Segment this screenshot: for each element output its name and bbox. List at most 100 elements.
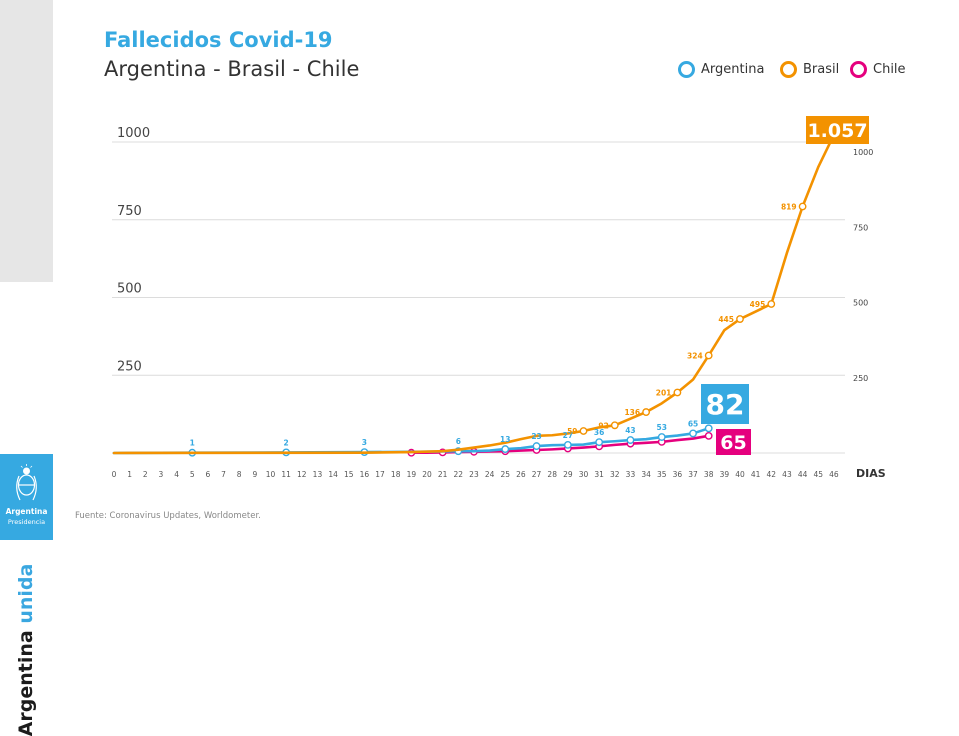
data-label-argentina: 36: [594, 428, 604, 437]
x-tick-label: 10: [266, 470, 276, 479]
sidebar-panel: [0, 0, 53, 282]
x-tick-label: 28: [547, 470, 557, 479]
data-label-brasil: 136: [624, 408, 640, 417]
y-tick-label-right: 750: [853, 223, 868, 232]
x-tick-label: 5: [190, 470, 195, 479]
x-tick-label: 15: [344, 470, 354, 479]
x-tick-label: 41: [751, 470, 761, 479]
legend-item-argentina: Argentina: [678, 60, 764, 78]
logo-subtitle: Presidencia: [7, 518, 46, 526]
x-tick-label: 18: [391, 470, 401, 479]
data-label-brasil: 201: [656, 388, 672, 397]
data-point-argentina: [501, 445, 510, 453]
x-tick-label: 13: [313, 470, 323, 479]
data-label-argentina: 53: [657, 423, 667, 432]
x-tick-label: 17: [375, 470, 385, 479]
data-label-brasil: 324: [687, 351, 703, 360]
data-point-argentina: [532, 442, 541, 450]
legend-marker-argentina: [678, 60, 695, 78]
x-tick-label: 21: [438, 470, 448, 479]
x-tick-label: 24: [485, 470, 495, 479]
x-tick-label: 8: [237, 470, 242, 479]
argentina-coat-of-arms-icon: [16, 464, 37, 501]
data-label-brasil: 819: [781, 202, 797, 211]
x-tick-label: 29: [563, 470, 573, 479]
data-point-brasil: [579, 427, 588, 435]
x-tick-label: 38: [704, 470, 714, 479]
logo-org-name: Argentina: [5, 507, 48, 516]
data-point-brasil: [673, 388, 682, 397]
data-point-argentina: [563, 440, 572, 449]
x-tick-label: 9: [252, 470, 257, 479]
x-tick-label: 33: [626, 470, 636, 479]
brand-word-unida: unida: [15, 563, 37, 624]
x-tick-label: 3: [159, 470, 164, 479]
x-tick-label: 11: [281, 470, 291, 479]
x-tick-label: 1: [127, 470, 132, 479]
y-tick-label-left: 750: [117, 204, 142, 219]
x-axis-label: DIAS: [856, 467, 886, 480]
legend-item-chile: Chile: [850, 60, 906, 78]
legend-label-chile: Chile: [873, 61, 906, 77]
final-value-box-brasil: [806, 116, 869, 144]
presidencia-logo: Argentina Presidencia: [0, 454, 53, 540]
x-tick-label: 16: [360, 470, 370, 479]
data-label-argentina: 3: [362, 438, 367, 447]
data-point-brasil: [798, 202, 807, 211]
x-tick-label: 23: [469, 470, 479, 479]
brand-word-argentina: Argentina: [15, 630, 37, 736]
x-tick-label: 27: [532, 470, 542, 479]
legend-label-brasil: Brasil: [803, 61, 840, 77]
data-point-brasil: [767, 300, 776, 308]
chart-subtitle: Argentina - Brasil - Chile: [104, 57, 360, 81]
x-tick-label: 19: [407, 470, 417, 479]
data-point-brasil: [736, 315, 744, 323]
y-tick-label-left: 250: [117, 359, 142, 374]
x-tick-label: 44: [798, 470, 808, 479]
x-tick-label: 42: [767, 470, 777, 479]
legend-item-brasil: Brasil: [780, 60, 839, 78]
legend-marker-brasil: [780, 60, 797, 78]
final-value-label-chile: 65: [720, 432, 746, 454]
x-tick-label: 25: [500, 470, 510, 479]
final-value-box-chile: [716, 429, 751, 455]
data-label-argentina: 6: [456, 437, 461, 446]
final-value-label-brasil: 1.057: [807, 120, 867, 142]
data-point-brasil: [704, 351, 713, 360]
x-tick-label: 36: [673, 470, 683, 479]
data-label-brasil: 59: [567, 427, 577, 436]
x-tick-label: 31: [594, 470, 604, 479]
legend-label-argentina: Argentina: [701, 61, 765, 77]
x-tick-label: 26: [516, 470, 526, 479]
data-point-argentina: [704, 424, 713, 433]
x-tick-label: 4: [174, 470, 179, 479]
data-label-brasil: 92: [598, 421, 608, 430]
x-tick-label: 32: [610, 470, 620, 479]
y-tick-label-left: 1000: [117, 126, 150, 141]
x-tick-label: 35: [657, 470, 667, 479]
data-point-argentina: [595, 438, 604, 447]
source-note: Fuente: Coronavirus Updates, Worldometer…: [75, 511, 261, 521]
legend-marker-chile: [850, 60, 867, 78]
data-label-argentina: 27: [563, 431, 573, 440]
chart-title: Fallecidos Covid-19: [104, 28, 333, 52]
y-tick-label-right: 1000: [853, 148, 873, 157]
x-tick-label: 7: [221, 470, 226, 479]
data-label-argentina: 1: [190, 439, 195, 448]
y-tick-label-right: 500: [853, 299, 868, 308]
data-point-brasil: [642, 408, 650, 416]
y-tick-label-left: 500: [117, 282, 142, 297]
data-point-argentina: [689, 429, 697, 438]
x-tick-label: 22: [454, 470, 464, 479]
data-label-argentina: 43: [625, 426, 635, 435]
x-tick-label: 6: [206, 470, 211, 479]
data-label-argentina: 13: [500, 435, 510, 444]
final-value-label-argentina: 82: [706, 388, 745, 421]
data-point-argentina: [626, 436, 635, 444]
data-point-chile: [704, 431, 713, 440]
data-label-argentina: 65: [688, 419, 698, 428]
x-tick-label: 30: [579, 470, 589, 479]
x-tick-label: 14: [328, 470, 338, 479]
data-label-argentina: 23: [531, 432, 541, 441]
